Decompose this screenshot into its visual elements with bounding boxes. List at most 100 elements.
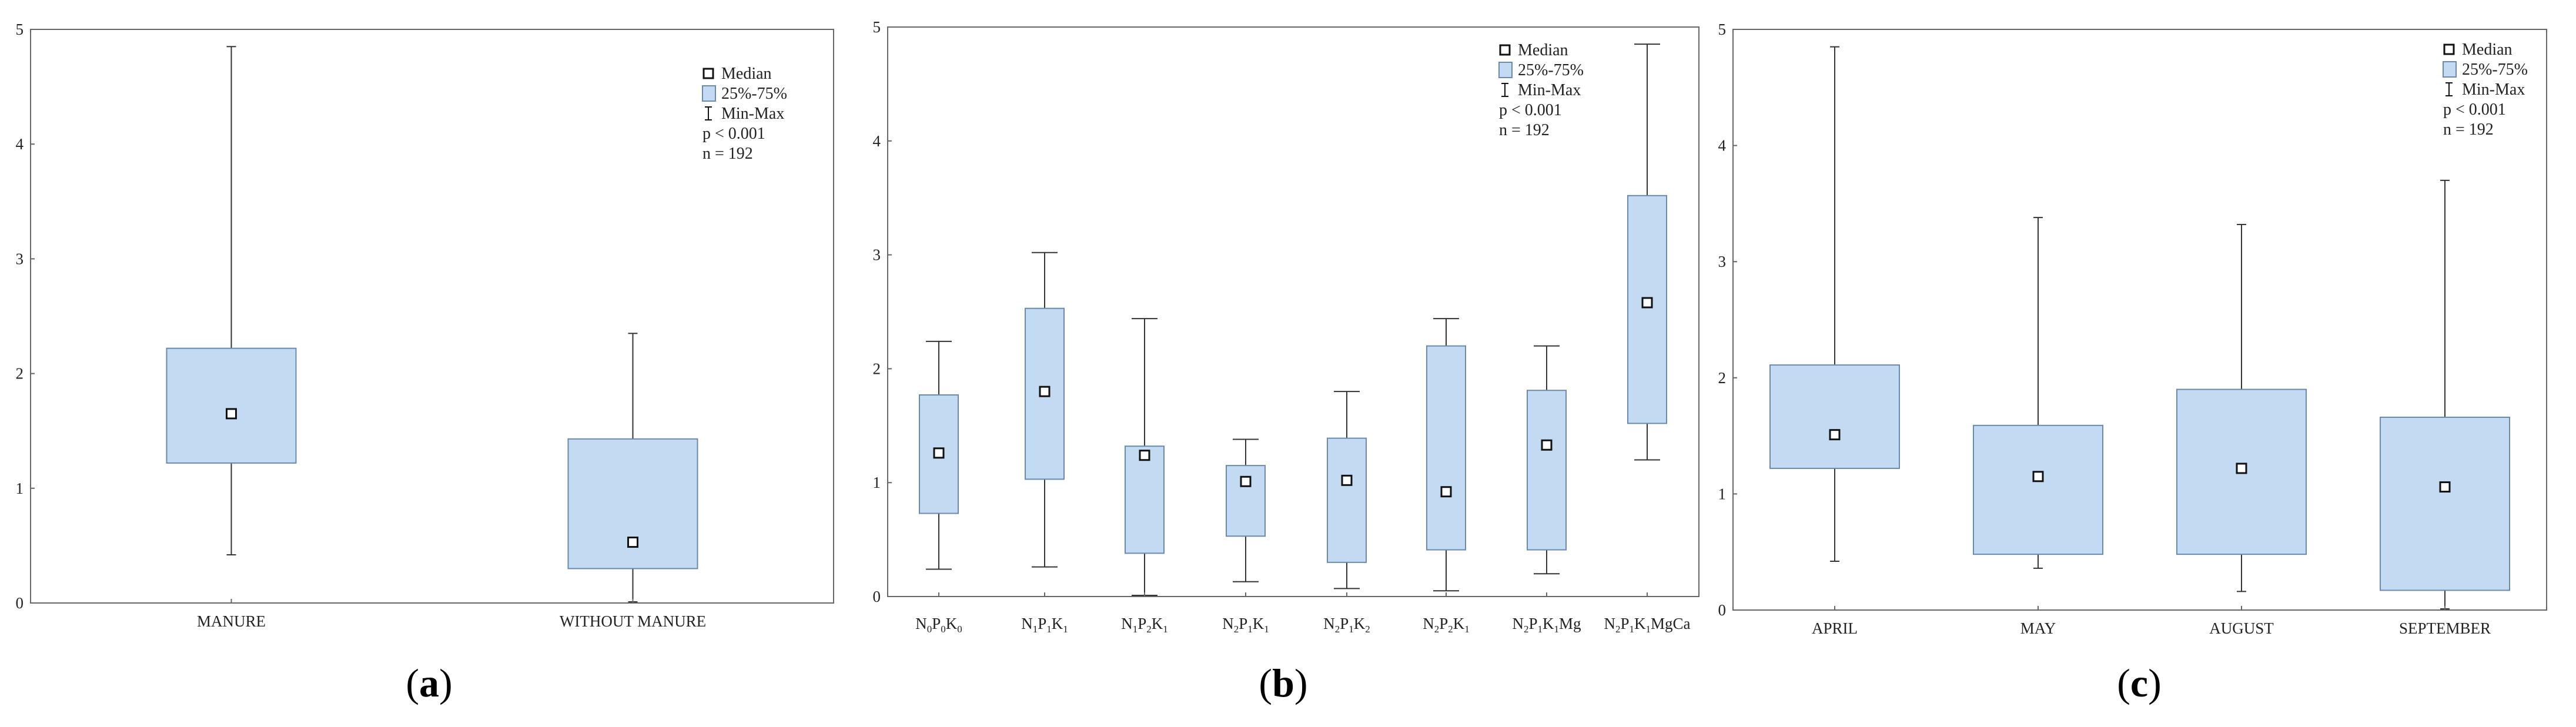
- legend-median-icon: [1499, 44, 1511, 56]
- x-tick-label-part: K: [1354, 615, 1366, 632]
- x-tick-label: N2P1K1MgCa: [1604, 615, 1690, 635]
- iqr-box: [1973, 424, 2103, 555]
- x-tick-label-part: 0: [927, 624, 932, 635]
- median-marker: [1139, 450, 1150, 461]
- x-tick-label: N1P1K1: [1021, 615, 1068, 635]
- y-tick-label: 2: [873, 360, 881, 377]
- x-tick-label-part: P: [1528, 615, 1537, 632]
- x-tick-label-part: N: [1323, 615, 1335, 632]
- x-tick-label: N2P2K1: [1423, 615, 1470, 635]
- y-tick-label: 5: [873, 18, 881, 36]
- median-marker: [1541, 439, 1553, 451]
- x-tick-label-part: Mg: [1559, 615, 1581, 632]
- x-tick-label-part: MgCa: [1651, 615, 1691, 632]
- x-tick-label-part: 2: [1146, 624, 1152, 635]
- x-tick-label-part: 1: [1133, 624, 1138, 635]
- legend-iqr-icon: [702, 85, 716, 102]
- x-tick-label-part: P: [1239, 615, 1247, 632]
- legend-median-icon: [2443, 43, 2455, 55]
- x-tick-label-part: 2: [1434, 624, 1440, 635]
- x-tick-label-part: N: [1512, 615, 1524, 632]
- y-tick-label: 1: [16, 480, 24, 497]
- legend: Median 25%-75% Min-Max p < 0.001 n = 192: [1498, 41, 1584, 139]
- x-tick-label-part: 1: [1630, 624, 1635, 635]
- legend-iqr-label: 25%-75%: [2462, 61, 2528, 79]
- legend-median-label: Median: [721, 65, 772, 83]
- iqr-box: [2380, 416, 2510, 591]
- panel-label-part: ): [2148, 661, 2162, 705]
- x-tick-label-part: K: [1634, 615, 1646, 632]
- median-marker: [2032, 471, 2044, 483]
- panel-label-part: ): [439, 661, 453, 705]
- panel-label-part: c: [2130, 661, 2148, 705]
- x-tick-label-part: K: [1152, 615, 1163, 632]
- x-tick-label-part: 2: [1615, 624, 1621, 635]
- legend-median-label: Median: [1518, 41, 1568, 59]
- x-tick-label-part: 1: [1033, 624, 1038, 635]
- y-tick-label: 4: [873, 132, 881, 150]
- x-tick-label-part: 2: [1234, 624, 1239, 635]
- x-tick-label-part: N: [1423, 615, 1434, 632]
- panel-label-part: a: [419, 661, 439, 705]
- legend-n: n = 192: [702, 145, 753, 163]
- x-tick-label: N2P1K1: [1222, 615, 1269, 635]
- x-tick-label: N1P2K1: [1121, 615, 1168, 635]
- median-marker: [2236, 463, 2247, 474]
- legend-iqr-icon: [2443, 61, 2457, 78]
- x-tick-label-part: P: [1138, 615, 1146, 632]
- x-tick-label-part: N: [1121, 615, 1133, 632]
- legend: Median 25%-75% Min-Max p < 0.001 n = 192: [702, 65, 787, 163]
- x-tick-label: AUGUST: [2209, 619, 2274, 637]
- iqr-box: [1327, 437, 1367, 563]
- median-marker: [933, 447, 945, 459]
- plot-frame: [887, 26, 1700, 597]
- median-marker: [226, 408, 237, 420]
- panel-label-part: (: [1259, 661, 1272, 705]
- x-tick-label-part: 2: [1524, 624, 1529, 635]
- x-tick-label-part: 2: [1448, 624, 1453, 635]
- x-tick-label-part: P: [1620, 615, 1629, 632]
- legend-iqr-icon: [1498, 62, 1513, 78]
- x-tick-label-part: P: [932, 615, 941, 632]
- panel-label-part: b: [1272, 661, 1294, 705]
- legend-minmax-label: Min-Max: [721, 105, 784, 123]
- x-tick-label-part: 1: [1464, 624, 1470, 635]
- x-tick-label-part: K: [1543, 615, 1554, 632]
- y-tick-label: 4: [16, 135, 24, 153]
- x-tick-label: MAY: [2020, 619, 2056, 637]
- x-tick-label-part: N: [1222, 615, 1234, 632]
- median-marker: [627, 537, 638, 548]
- x-tick-label: SEPTEMBER: [2399, 619, 2491, 637]
- plot-frame: [1732, 29, 2547, 611]
- y-tick-label: 3: [873, 246, 881, 264]
- panel-label: (a): [406, 661, 452, 705]
- panel-label: (b): [1259, 661, 1307, 705]
- x-tick-label-part: N: [915, 615, 927, 632]
- median-marker: [2439, 481, 2451, 493]
- legend-p-value: p < 0.001: [2443, 100, 2506, 119]
- panel-label-part: (: [2117, 661, 2130, 705]
- y-tick-label: 2: [1718, 369, 1727, 387]
- x-tick-label-part: N: [1021, 615, 1033, 632]
- panel-label-part: ): [1294, 661, 1308, 705]
- iqr-box: [1125, 445, 1165, 554]
- median-marker: [1641, 297, 1653, 309]
- legend-p-value: p < 0.001: [702, 125, 765, 143]
- x-tick-label-part: 1: [1264, 624, 1269, 635]
- legend-median-label: Median: [2462, 41, 2513, 59]
- y-tick-label: 0: [16, 594, 24, 612]
- iqr-box: [1627, 195, 1667, 424]
- y-tick-label: 5: [16, 21, 24, 38]
- x-tick-label-part: P: [1340, 615, 1349, 632]
- x-tick-label-part: K: [1253, 615, 1264, 632]
- x-tick-label-part: 0: [941, 624, 946, 635]
- iqr-box: [567, 438, 698, 569]
- y-tick-label: 2: [16, 365, 24, 383]
- legend-minmax-label: Min-Max: [2462, 81, 2525, 99]
- iqr-box: [1527, 390, 1567, 551]
- iqr-box: [166, 347, 297, 464]
- x-tick-label-part: K: [1052, 615, 1063, 632]
- x-tick-label: N2P1K2: [1323, 615, 1370, 635]
